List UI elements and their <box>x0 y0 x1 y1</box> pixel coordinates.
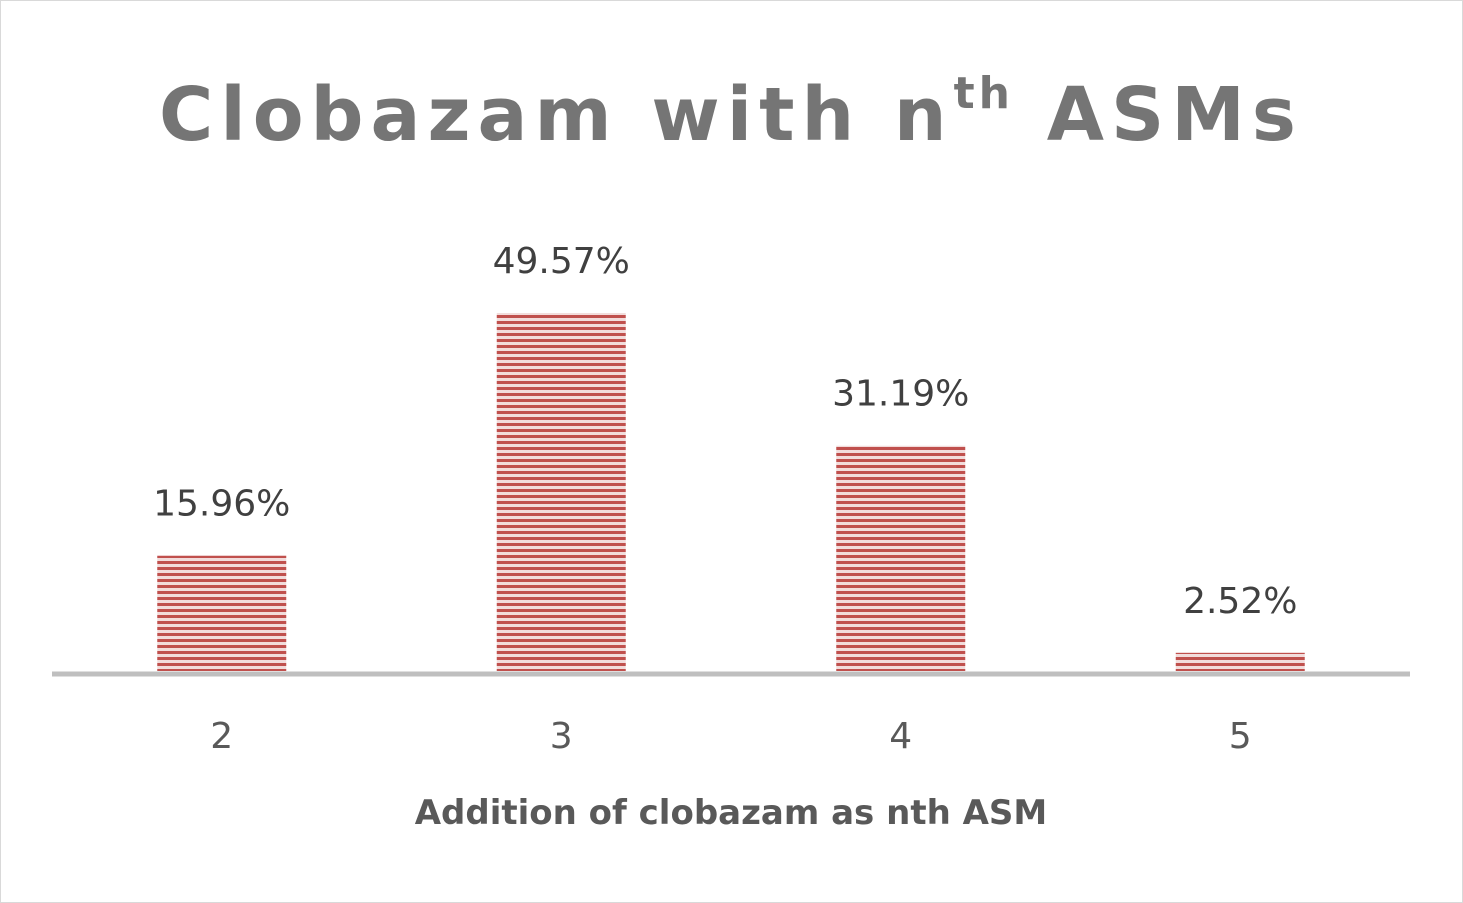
data-label-5: 2.52% <box>1183 581 1297 622</box>
title-main-after: ASMs <box>1014 72 1303 158</box>
data-labels-group: 15.96% 49.57% 31.19% 2.52% <box>153 241 1297 622</box>
data-label-4: 31.19% <box>832 374 969 415</box>
chart-title: Clobazam with nth ASMs <box>159 68 1303 158</box>
bars-group <box>157 313 1305 671</box>
x-tick-label-2: 2 <box>210 716 233 757</box>
x-axis-title: Addition of clobazam as nth ASM <box>415 793 1048 833</box>
bar-3 <box>496 313 626 671</box>
bar-2 <box>157 555 287 671</box>
x-tick-label-5: 5 <box>1229 716 1252 757</box>
x-tick-labels-group: 2 3 4 5 <box>210 716 1251 757</box>
bar-5 <box>1175 652 1305 671</box>
x-tick-label-3: 3 <box>550 716 573 757</box>
title-main-before: Clobazam with n <box>159 72 954 158</box>
title-superscript: th <box>954 68 1014 119</box>
data-label-2: 15.96% <box>153 484 290 525</box>
x-tick-label-4: 4 <box>889 716 912 757</box>
bar-4 <box>836 445 966 671</box>
data-label-3: 49.57% <box>493 241 630 282</box>
